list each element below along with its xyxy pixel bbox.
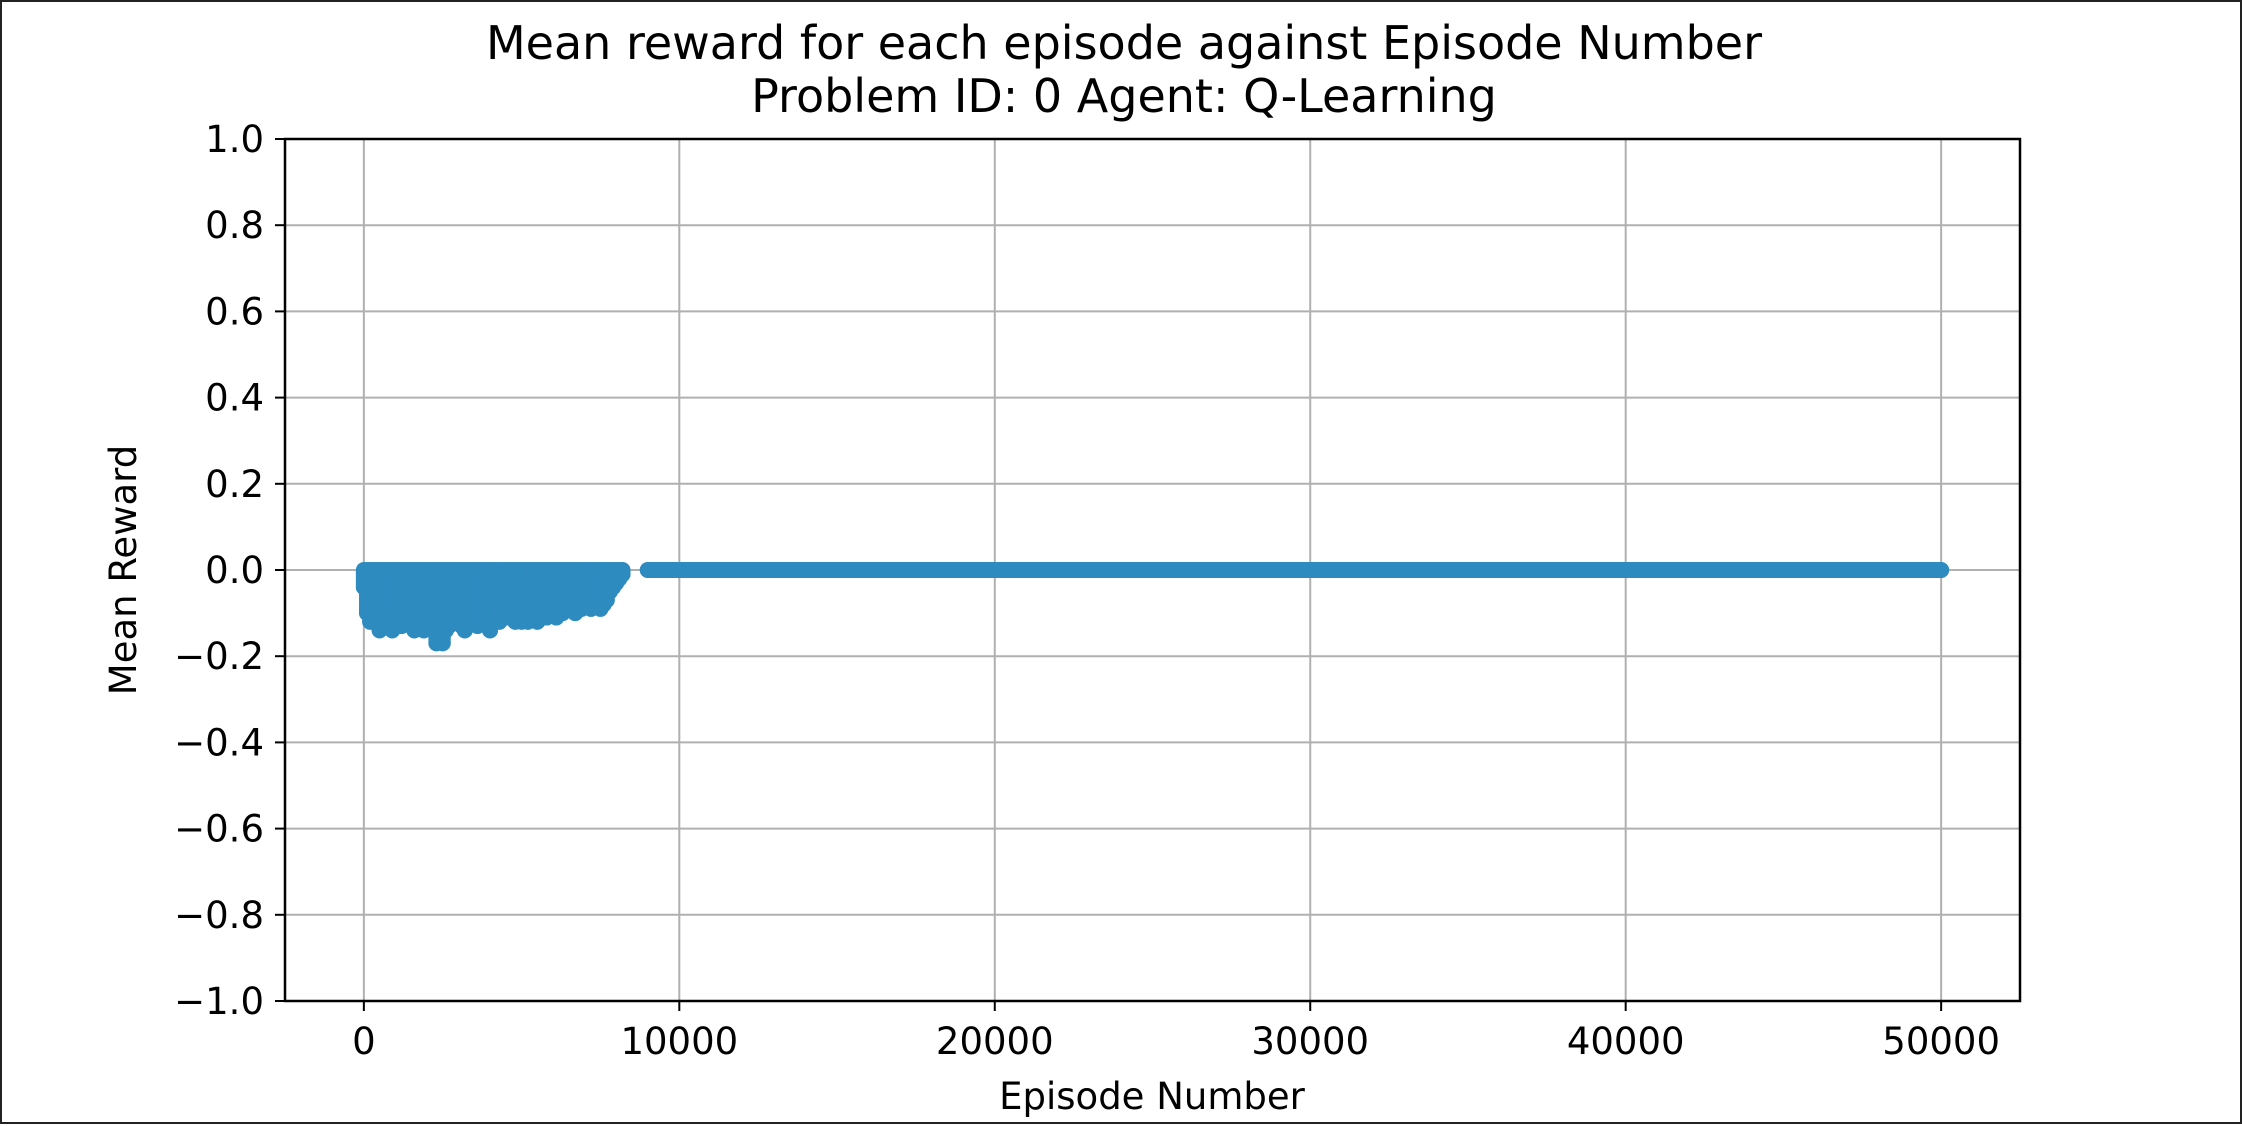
y-tick-label: −0.2 (174, 635, 264, 678)
data-point (614, 566, 631, 583)
data-point (1176, 562, 1193, 578)
y-tick-label: −1.0 (174, 980, 264, 1023)
x-tick-label: 20000 (936, 1020, 1054, 1063)
data-point (923, 562, 940, 578)
y-axis-label: Mean Reward (102, 445, 145, 695)
y-tick-label: 0.8 (205, 204, 264, 247)
data-point (1870, 562, 1887, 578)
data-point (1428, 562, 1445, 578)
y-tick-label: −0.6 (174, 808, 264, 851)
data-point (671, 562, 688, 578)
chart-title: Mean reward for each episode against Epi… (486, 16, 1762, 70)
x-axis-ticks: 0 10000 20000 30000 40000 50000 (352, 1001, 2000, 1063)
y-axis-ticks: 1.0 0.8 0.6 0.4 0.2 0.0 −0.2 −0.4 −0.6 −0.8 −1.0 (174, 118, 285, 1023)
data-point (1491, 562, 1508, 578)
data-point (1617, 562, 1634, 578)
y-tick-label: 0.2 (205, 463, 264, 506)
x-tick-label: 0 (352, 1020, 376, 1063)
data-point (1933, 562, 1950, 578)
data-point (1680, 562, 1697, 578)
data-point (639, 562, 656, 578)
x-tick-label: 50000 (1882, 1020, 2000, 1063)
data-point (860, 562, 877, 578)
x-tick-label: 10000 (620, 1020, 738, 1063)
data-point (1743, 562, 1760, 578)
y-tick-label: 0.6 (205, 290, 264, 333)
x-axis-label: Episode Number (999, 1075, 1305, 1118)
y-tick-label: 1.0 (205, 118, 264, 161)
data-point (1302, 562, 1319, 578)
data-point (1365, 562, 1382, 578)
y-tick-label: 0.0 (205, 549, 264, 592)
y-tick-label: −0.8 (174, 894, 264, 937)
y-tick-label: 0.4 (205, 377, 264, 420)
data-point (1806, 562, 1823, 578)
data-point (434, 635, 451, 652)
data-point (1049, 562, 1066, 578)
data-points (355, 562, 1950, 652)
x-tick-label: 40000 (1567, 1020, 1685, 1063)
data-point (1554, 562, 1571, 578)
data-point (797, 562, 814, 578)
data-point (1239, 562, 1256, 578)
y-tick-label: −0.4 (174, 721, 264, 764)
data-point (986, 562, 1003, 578)
chart-subtitle: Problem ID: 0 Agent: Q-Learning (751, 69, 1497, 123)
data-point (734, 562, 751, 578)
data-point (1112, 562, 1129, 578)
x-tick-label: 30000 (1251, 1020, 1369, 1063)
